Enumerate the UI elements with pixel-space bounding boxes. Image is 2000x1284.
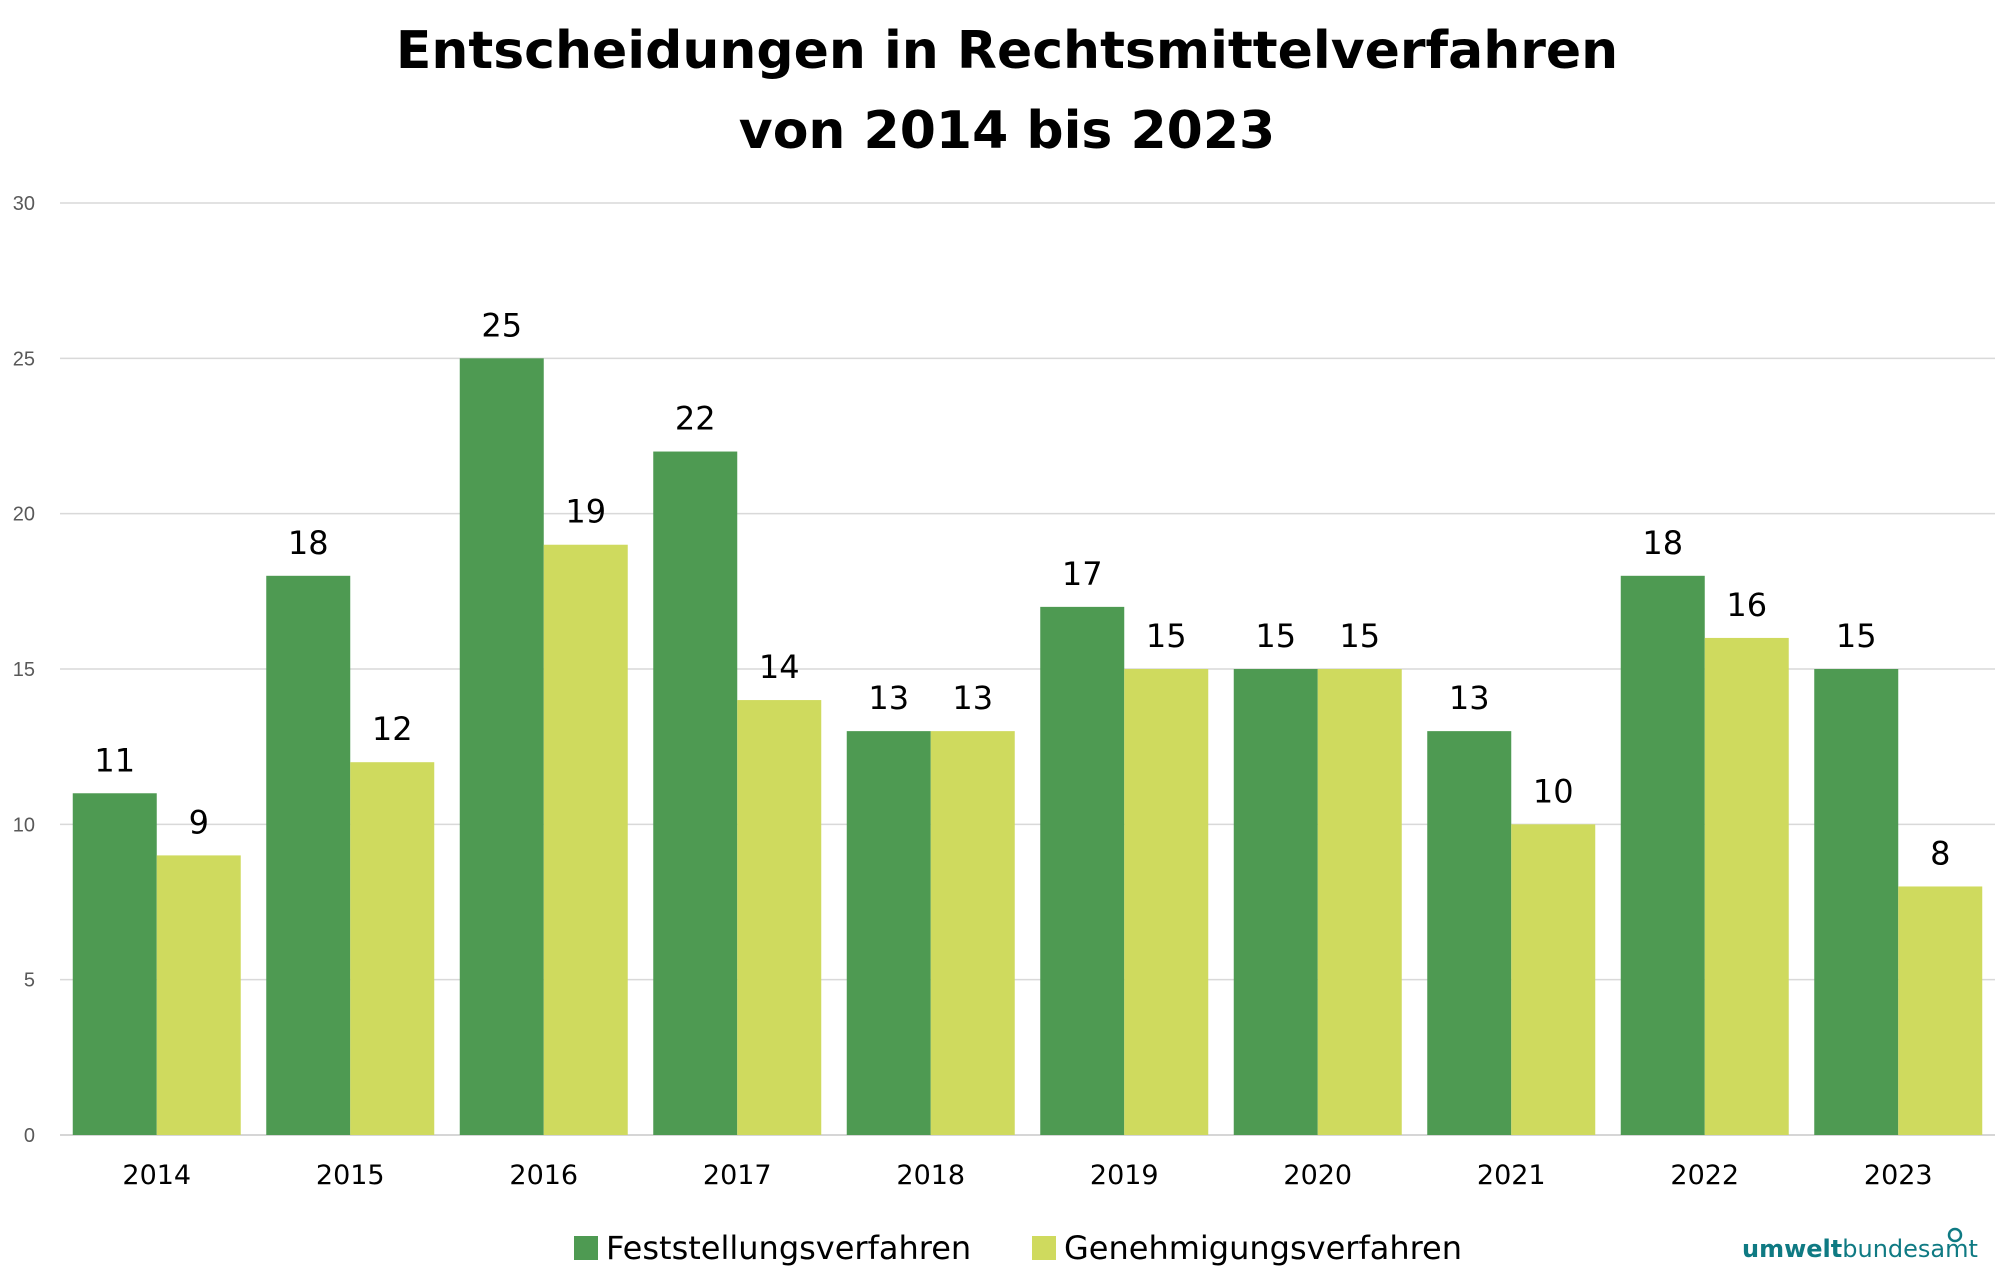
x-category-label: 2014 — [122, 1160, 191, 1191]
bar-feststellung-2014[interactable] — [72, 793, 157, 1135]
data-label-feststellung-2016: 25 — [481, 306, 522, 344]
data-label-genehmigung-2015: 12 — [372, 710, 413, 748]
y-tick-label: 5 — [24, 970, 35, 992]
data-label-genehmigung-2022: 16 — [1726, 586, 1767, 624]
y-tick-label: 25 — [13, 348, 35, 370]
y-tick-label: 10 — [13, 814, 35, 836]
data-label-genehmigung-2023: 8 — [1930, 834, 1950, 872]
x-category-label: 2021 — [1477, 1160, 1546, 1191]
x-category-label: 2015 — [316, 1160, 385, 1191]
bar-genehmigung-2018[interactable] — [930, 731, 1015, 1135]
data-labels: 11 9 18 12 25 19 22 14 13 13 17 15 15 15 13 10 18 16 15 8 — [94, 306, 1950, 872]
bar-genehmigung-2020[interactable] — [1317, 669, 1402, 1135]
bars — [72, 358, 1983, 1135]
bar-genehmigung-2017[interactable] — [737, 700, 822, 1135]
y-tick-label: 15 — [13, 659, 35, 681]
legend-swatch-genehmigungsverfahren — [1032, 1236, 1056, 1260]
data-label-feststellung-2020: 15 — [1255, 617, 1296, 655]
legend-item-genehmigungsverfahren[interactable]: Genehmigungsverfahren — [1032, 1229, 1462, 1267]
x-category-label: 2020 — [1283, 1160, 1352, 1191]
data-label-feststellung-2021: 13 — [1449, 679, 1490, 717]
data-label-genehmigung-2020: 15 — [1339, 617, 1380, 655]
bar-genehmigung-2015[interactable] — [350, 762, 435, 1135]
data-label-feststellung-2022: 18 — [1642, 524, 1683, 562]
x-category-label: 2016 — [509, 1160, 578, 1191]
bar-genehmigung-2023[interactable] — [1898, 886, 1983, 1135]
bar-feststellung-2023[interactable] — [1814, 669, 1899, 1135]
brand-wordmark-part-1: umwelt — [1742, 1235, 1842, 1263]
bar-feststellung-2015[interactable] — [266, 575, 351, 1135]
data-label-genehmigung-2019: 15 — [1146, 617, 1187, 655]
bar-genehmigung-2021[interactable] — [1511, 824, 1596, 1135]
legend-label-genehmigungsverfahren: Genehmigungsverfahren — [1064, 1229, 1462, 1267]
brand-mark-icon — [1947, 1227, 1963, 1243]
legend-swatch-feststellungsverfahren — [574, 1236, 598, 1260]
brand-wordmark: umweltbundesamt — [1742, 1235, 1978, 1263]
bar-genehmigung-2014[interactable] — [156, 855, 241, 1135]
data-label-genehmigung-2017: 14 — [759, 648, 800, 686]
bar-genehmigung-2019[interactable] — [1124, 669, 1209, 1135]
data-label-feststellung-2017: 22 — [675, 400, 716, 438]
data-label-genehmigung-2021: 10 — [1533, 772, 1574, 810]
bar-genehmigung-2016[interactable] — [543, 544, 628, 1135]
data-label-genehmigung-2018: 13 — [952, 679, 993, 717]
chart-title-line-1: Entscheidungen in Rechtsmittelverfahren — [396, 21, 1618, 81]
x-category-label: 2023 — [1864, 1160, 1933, 1191]
bar-feststellung-2019[interactable] — [1040, 606, 1125, 1135]
x-axis-categories: 2014 2015 2016 2017 2018 2019 2020 2021 2022 2023 — [122, 1160, 1932, 1191]
brand-wordmark-part-2: bundesamt — [1842, 1235, 1978, 1263]
x-category-label: 2019 — [1090, 1160, 1159, 1191]
x-category-label: 2017 — [703, 1160, 772, 1191]
legend[interactable]: Feststellungsverfahren Genehmigungsverfa… — [574, 1229, 1462, 1267]
bar-feststellung-2018[interactable] — [846, 731, 931, 1135]
x-category-label: 2018 — [896, 1160, 965, 1191]
data-label-feststellung-2015: 18 — [288, 524, 329, 562]
brand-logo: umweltbundesamt — [1742, 1227, 1978, 1263]
data-label-feststellung-2023: 15 — [1836, 617, 1877, 655]
y-tick-label: 20 — [13, 504, 35, 526]
bar-genehmigung-2022[interactable] — [1704, 637, 1789, 1135]
bar-feststellung-2016[interactable] — [459, 358, 544, 1135]
y-axis-ticks: 0 5 10 15 20 25 30 — [13, 193, 35, 1147]
data-label-feststellung-2019: 17 — [1062, 555, 1103, 593]
data-label-genehmigung-2014: 9 — [189, 803, 209, 841]
y-tick-label: 30 — [13, 193, 35, 215]
legend-label-feststellungsverfahren: Feststellungsverfahren — [606, 1229, 971, 1267]
bar-feststellung-2017[interactable] — [653, 451, 738, 1135]
legend-item-feststellungsverfahren[interactable]: Feststellungsverfahren — [574, 1229, 971, 1267]
y-tick-label: 0 — [24, 1125, 35, 1147]
data-label-genehmigung-2016: 19 — [565, 493, 606, 531]
data-label-feststellung-2014: 11 — [94, 741, 135, 779]
bar-feststellung-2022[interactable] — [1620, 575, 1705, 1135]
bar-feststellung-2021[interactable] — [1427, 731, 1512, 1135]
data-label-feststellung-2018: 13 — [868, 679, 909, 717]
bar-feststellung-2020[interactable] — [1233, 669, 1318, 1135]
x-category-label: 2022 — [1670, 1160, 1739, 1191]
chart-title-line-2: von 2014 bis 2023 — [739, 101, 1275, 161]
